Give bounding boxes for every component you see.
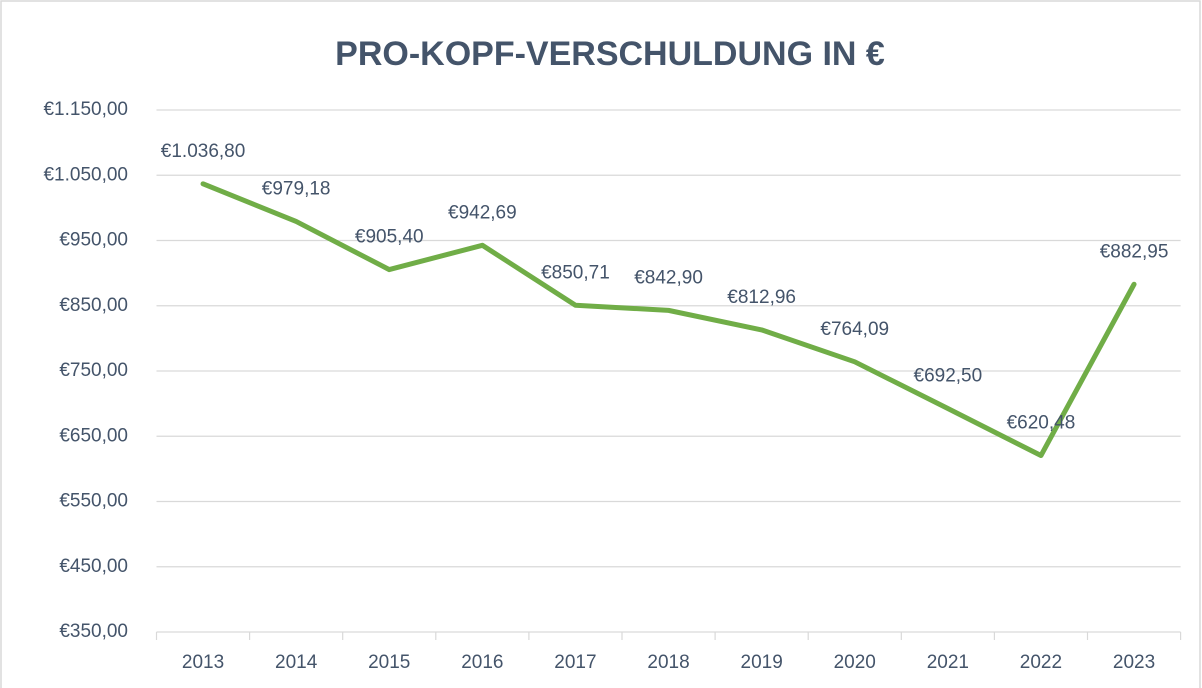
x-tick-label: 2013 <box>182 652 224 673</box>
data-label: €842,90 <box>634 267 703 288</box>
chart-title: PRO-KOPF-VERSCHULDUNG IN € <box>335 35 885 73</box>
x-tick-label: 2016 <box>461 652 503 673</box>
x-tick-label: 2022 <box>1020 652 1062 673</box>
data-label: €692,50 <box>914 366 983 387</box>
x-tick-label: 2023 <box>1113 652 1155 673</box>
y-tick-label: €750,00 <box>59 360 128 381</box>
x-tick-label: 2017 <box>554 652 596 673</box>
data-line <box>200 181 1137 459</box>
data-label: €882,95 <box>1100 241 1169 262</box>
y-tick-label: €650,00 <box>59 425 128 446</box>
data-label: €850,71 <box>541 262 610 283</box>
x-tick-label: 2015 <box>368 652 410 673</box>
x-tick-label: 2018 <box>647 652 689 673</box>
y-tick-label: €1.050,00 <box>43 164 128 185</box>
data-label: €942,69 <box>448 202 517 223</box>
data-label: €764,09 <box>820 319 889 340</box>
y-tick-label: €850,00 <box>59 295 128 316</box>
x-tick-label: 2020 <box>834 652 876 673</box>
y-tick-label: €1.150,00 <box>43 99 128 120</box>
y-tick-label: €450,00 <box>59 556 128 577</box>
x-tick-label: 2014 <box>275 652 318 673</box>
data-label: €979,18 <box>262 178 331 199</box>
y-tick-label: €950,00 <box>59 230 128 251</box>
y-tick-label: €550,00 <box>59 491 128 512</box>
data-label: €905,40 <box>355 227 424 248</box>
data-label: €620,48 <box>1007 413 1076 434</box>
x-tick-label: 2021 <box>927 652 969 673</box>
data-label: €812,96 <box>727 287 796 308</box>
data-label: €1.036,80 <box>161 141 246 162</box>
y-tick-label: €350,00 <box>59 621 128 642</box>
x-tick-label: 2019 <box>741 652 783 673</box>
